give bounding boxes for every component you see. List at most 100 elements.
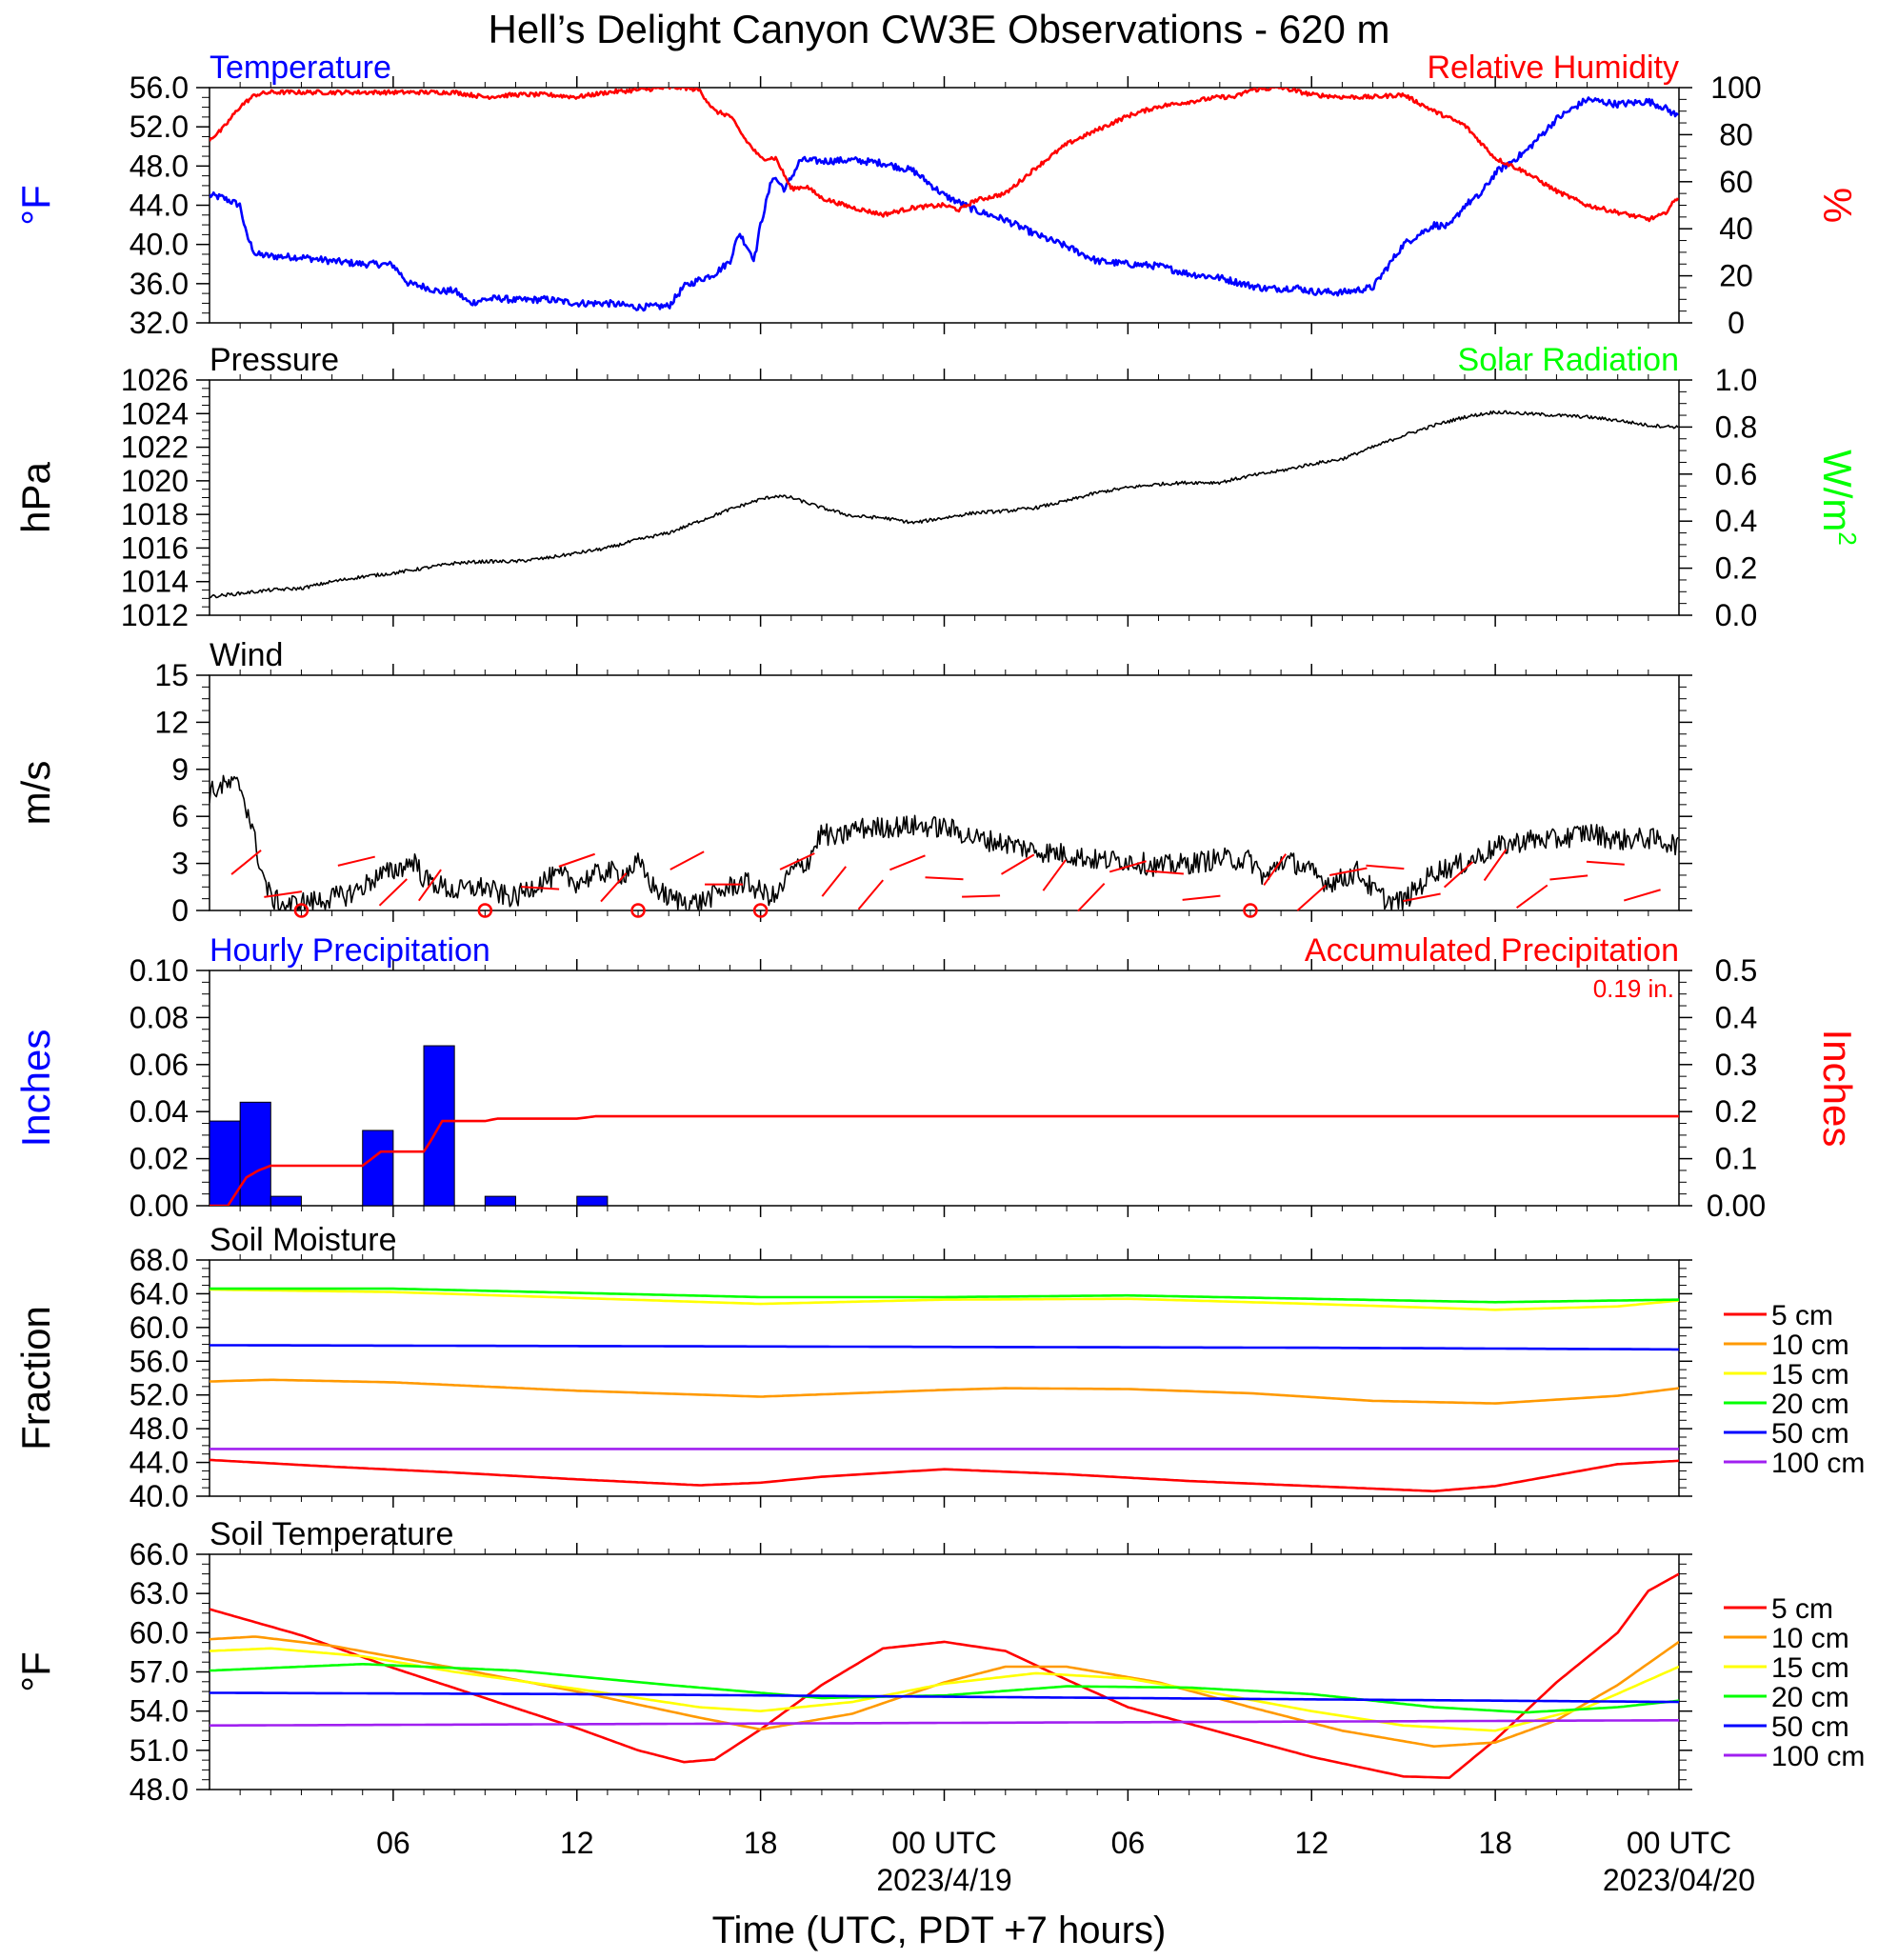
series-15-cm (210, 1288, 1679, 1311)
wind-barb (779, 852, 815, 870)
x-tick-label: 12 (1294, 1826, 1329, 1860)
panel-title-left: Pressure (210, 342, 339, 378)
y-tick-label: 0.06 (130, 1048, 189, 1082)
legend-label: 50 cm (1771, 1711, 1849, 1743)
y-axis-label-right: % (1815, 188, 1860, 223)
wind-barb (857, 879, 884, 910)
y-tick-label: 36.0 (130, 267, 189, 301)
y-tick-label: 0.02 (130, 1142, 189, 1176)
wind-barb (230, 850, 262, 875)
y-tick-label: 0.10 (130, 953, 189, 988)
wind-barb (1516, 884, 1548, 910)
wind-barb (521, 886, 560, 890)
panel-soil_moisture: 40.044.048.052.056.060.064.068.0 Soil Moi… (13, 1222, 1865, 1513)
y-tick-label: 3 (171, 847, 189, 881)
wind-barb (418, 869, 442, 902)
wind-barb (378, 878, 408, 907)
y-right-tick-label: 0.3 (1715, 1048, 1757, 1082)
wind-barb (1145, 870, 1184, 875)
series-wind (210, 774, 1679, 910)
y-tick-label: 1026 (121, 363, 189, 397)
panel-title-left: Wind (210, 637, 283, 673)
series-20-cm (210, 1287, 1679, 1304)
wind-barb (925, 876, 964, 881)
legend-label: 20 cm (1771, 1389, 1849, 1420)
y-tick-label: 51.0 (130, 1733, 189, 1768)
y-right-tick-label: 0.8 (1715, 410, 1757, 444)
y-axis-label-left: °F (13, 185, 58, 225)
wind-barb (1182, 894, 1221, 901)
y-tick-label: 40.0 (130, 1479, 189, 1513)
y-tick-label: 64.0 (130, 1276, 189, 1310)
y-right-tick-label: 0.2 (1715, 1094, 1757, 1129)
wind-barbs (230, 849, 1661, 918)
y-tick-label: 1016 (121, 530, 189, 565)
precip-bar (239, 1101, 271, 1206)
y-right-tick-label: 0.0 (1715, 598, 1757, 632)
series-10-cm (210, 1378, 1679, 1405)
series-50-cm (210, 1691, 1679, 1704)
y-right-tick-label: 0.5 (1715, 953, 1757, 988)
calm-wind-marker (293, 903, 310, 918)
y-tick-label: 60.0 (130, 1615, 189, 1650)
calm-wind-marker (630, 903, 646, 918)
wind-barb (1296, 884, 1327, 911)
legend-label: 50 cm (1771, 1418, 1849, 1450)
unit-superscript: 2 (1833, 531, 1862, 545)
y-tick-label: 1024 (121, 396, 189, 430)
wind-barb (600, 872, 628, 903)
y-tick-label: 1012 (121, 598, 189, 632)
wind-barb (1263, 853, 1288, 887)
y-tick-label: 9 (171, 752, 189, 787)
y-tick-label: 1014 (121, 565, 189, 599)
series-20-cm (210, 1663, 1679, 1714)
plot-area (210, 1045, 1679, 1206)
y-right-tick-label: 100 (1710, 70, 1761, 105)
panel-title-right: Relative Humidity (1427, 50, 1679, 86)
wind-barb (1549, 874, 1588, 881)
legend-label: 15 cm (1771, 1652, 1849, 1684)
wind-barb (1329, 867, 1368, 876)
panel-title-right: Accumulated Precipitation (1305, 932, 1679, 969)
y-tick-label: 44.0 (130, 1446, 189, 1480)
y-tick-label: 57.0 (130, 1655, 189, 1690)
legend-label: 10 cm (1771, 1330, 1849, 1361)
precip-bar (210, 1120, 241, 1206)
y-tick-label: 63.0 (130, 1576, 189, 1610)
y-tick-label: 56.0 (130, 70, 189, 105)
panel-title-left: Hourly Precipitation (210, 932, 490, 969)
y-right-tick-label: 0.4 (1715, 1000, 1757, 1034)
series-100-cm (210, 1719, 1679, 1728)
x-tick-date-label: 2023/04/20 (1603, 1863, 1755, 1897)
x-tick-label: 00 UTC (891, 1826, 996, 1860)
calm-wind-marker (477, 903, 493, 918)
y-tick-label: 0.08 (130, 1000, 189, 1034)
plot-area (210, 1572, 1679, 1779)
wind-barb (889, 854, 926, 871)
panel-temp_rh: 32.0 36.0 40.0 44.0 48.0 52.0 56.0 0 20 40 60 80 100… (13, 50, 1860, 340)
y-tick-label: 48.0 (130, 149, 189, 183)
series-pressure (210, 410, 1679, 599)
x-axis-label: Time (UTC, PDT +7 hours) (712, 1910, 1167, 1951)
legend-label: 15 cm (1771, 1359, 1849, 1390)
y-right-tick-label: 60 (1719, 165, 1753, 199)
x-tick-label: 18 (744, 1826, 778, 1860)
y-tick-label: 48.0 (130, 1772, 189, 1807)
y-right-tick-label: 1.0 (1715, 363, 1757, 397)
series-5-cm (210, 1458, 1679, 1492)
y-tick-label: 52.0 (130, 1378, 189, 1412)
series-5-cm (210, 1572, 1679, 1779)
legend-label: 100 cm (1771, 1448, 1865, 1479)
y-right-tick-label: 0 (1728, 306, 1745, 340)
series-temperature (210, 96, 1679, 312)
legend-label: 5 cm (1771, 1593, 1833, 1625)
precip-bar (484, 1195, 516, 1206)
y-axis-label-right: Inches (1815, 1030, 1860, 1148)
y-tick-label: 52.0 (130, 110, 189, 144)
wind-barb (821, 866, 848, 897)
series-relative-humidity (210, 88, 1679, 223)
